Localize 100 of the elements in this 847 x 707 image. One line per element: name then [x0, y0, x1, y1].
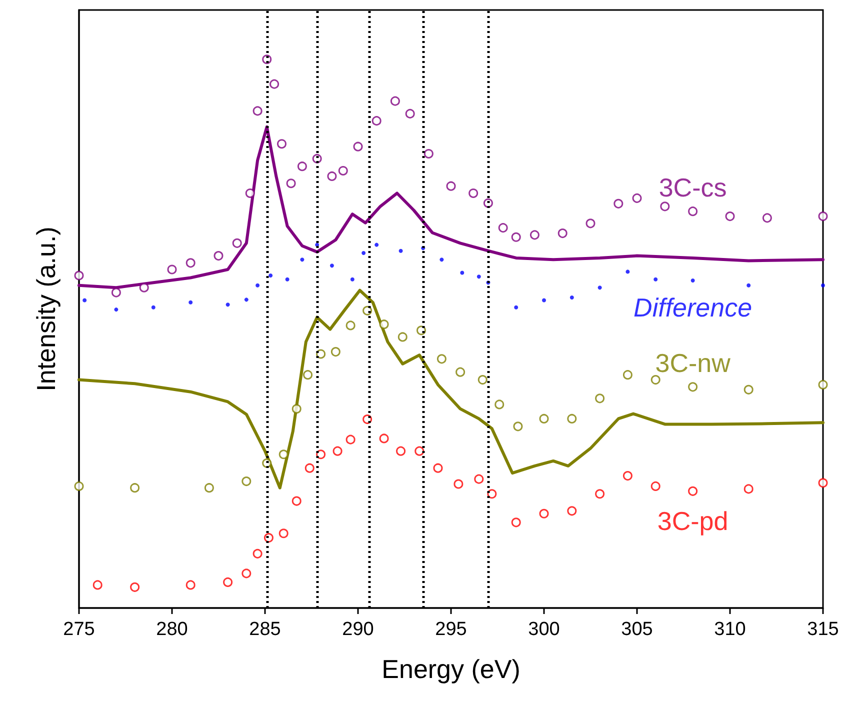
series-label: 3C-pd: [657, 506, 728, 536]
point: [82, 298, 87, 302]
point: [821, 283, 825, 288]
point: [398, 248, 403, 253]
point: [374, 242, 379, 247]
point: [650, 481, 660, 491]
point: [130, 582, 140, 592]
point: [92, 580, 102, 590]
point: [330, 264, 334, 268]
point: [456, 367, 466, 377]
point: [494, 400, 504, 410]
point: [818, 478, 828, 488]
point: [372, 116, 382, 126]
point: [350, 277, 354, 282]
point: [74, 270, 84, 280]
point: [139, 282, 149, 292]
point: [332, 446, 342, 456]
point: [542, 298, 546, 302]
point: [626, 270, 630, 274]
point: [632, 193, 642, 203]
point: [297, 162, 307, 172]
series-label: 3C-cs: [658, 172, 727, 203]
point: [539, 508, 549, 518]
point: [214, 251, 224, 261]
point: [398, 332, 408, 342]
x-tick-label: 310: [714, 619, 746, 640]
point: [598, 286, 602, 290]
point: [268, 274, 273, 278]
y-axis-title: Intensity (a.u.): [31, 226, 61, 392]
x-tick-label: 300: [528, 619, 560, 640]
point: [346, 434, 356, 444]
point: [114, 308, 118, 312]
point: [436, 354, 446, 364]
point: [622, 370, 632, 380]
point: [513, 422, 523, 432]
point: [424, 148, 434, 158]
point: [725, 212, 735, 222]
point: [818, 380, 828, 390]
point: [595, 394, 605, 404]
point: [204, 483, 214, 493]
x-tick-label: 280: [156, 619, 188, 640]
point: [567, 506, 577, 516]
point: [245, 188, 255, 198]
point: [286, 178, 296, 188]
point: [74, 481, 84, 491]
point: [292, 496, 302, 506]
point: [746, 283, 751, 288]
series-label: 3C-nw: [655, 348, 731, 378]
point: [460, 270, 464, 275]
x-tick-label: 315: [807, 619, 839, 640]
point: [277, 139, 286, 149]
point: [762, 213, 772, 223]
point: [476, 274, 481, 279]
point: [256, 283, 260, 288]
point: [242, 476, 252, 486]
point: [327, 171, 337, 181]
point: [252, 548, 262, 558]
point: [688, 382, 698, 392]
point: [654, 277, 658, 282]
point: [660, 202, 670, 212]
point: [188, 300, 193, 304]
x-axis-title: Energy (eV): [382, 654, 520, 684]
point: [379, 434, 389, 444]
point: [252, 106, 262, 116]
point: [226, 302, 230, 307]
point: [278, 528, 288, 538]
point: [595, 489, 605, 499]
point: [567, 414, 577, 424]
point: [167, 264, 177, 274]
x-tick-label: 305: [621, 619, 653, 640]
point: [454, 479, 464, 489]
series-label: Difference: [634, 292, 752, 322]
point: [570, 295, 574, 300]
point: [330, 347, 340, 357]
point: [614, 198, 624, 208]
point: [292, 404, 302, 414]
point: [818, 212, 828, 222]
point: [511, 232, 521, 242]
point: [498, 223, 508, 233]
point: [478, 375, 488, 385]
point: [285, 277, 290, 282]
point: [362, 251, 366, 256]
point: [514, 305, 518, 310]
point: [186, 580, 196, 590]
x-tick-label: 290: [342, 619, 374, 640]
point: [744, 384, 754, 394]
point: [316, 450, 326, 460]
point: [586, 218, 596, 228]
point: [244, 298, 248, 302]
point: [414, 446, 424, 456]
point: [390, 96, 400, 106]
point: [690, 278, 695, 282]
point: [405, 108, 415, 118]
point: [474, 474, 484, 484]
point: [186, 258, 196, 268]
point: [346, 320, 356, 330]
point: [440, 258, 444, 262]
point: [622, 471, 632, 481]
point: [270, 79, 280, 89]
point: [511, 518, 521, 528]
